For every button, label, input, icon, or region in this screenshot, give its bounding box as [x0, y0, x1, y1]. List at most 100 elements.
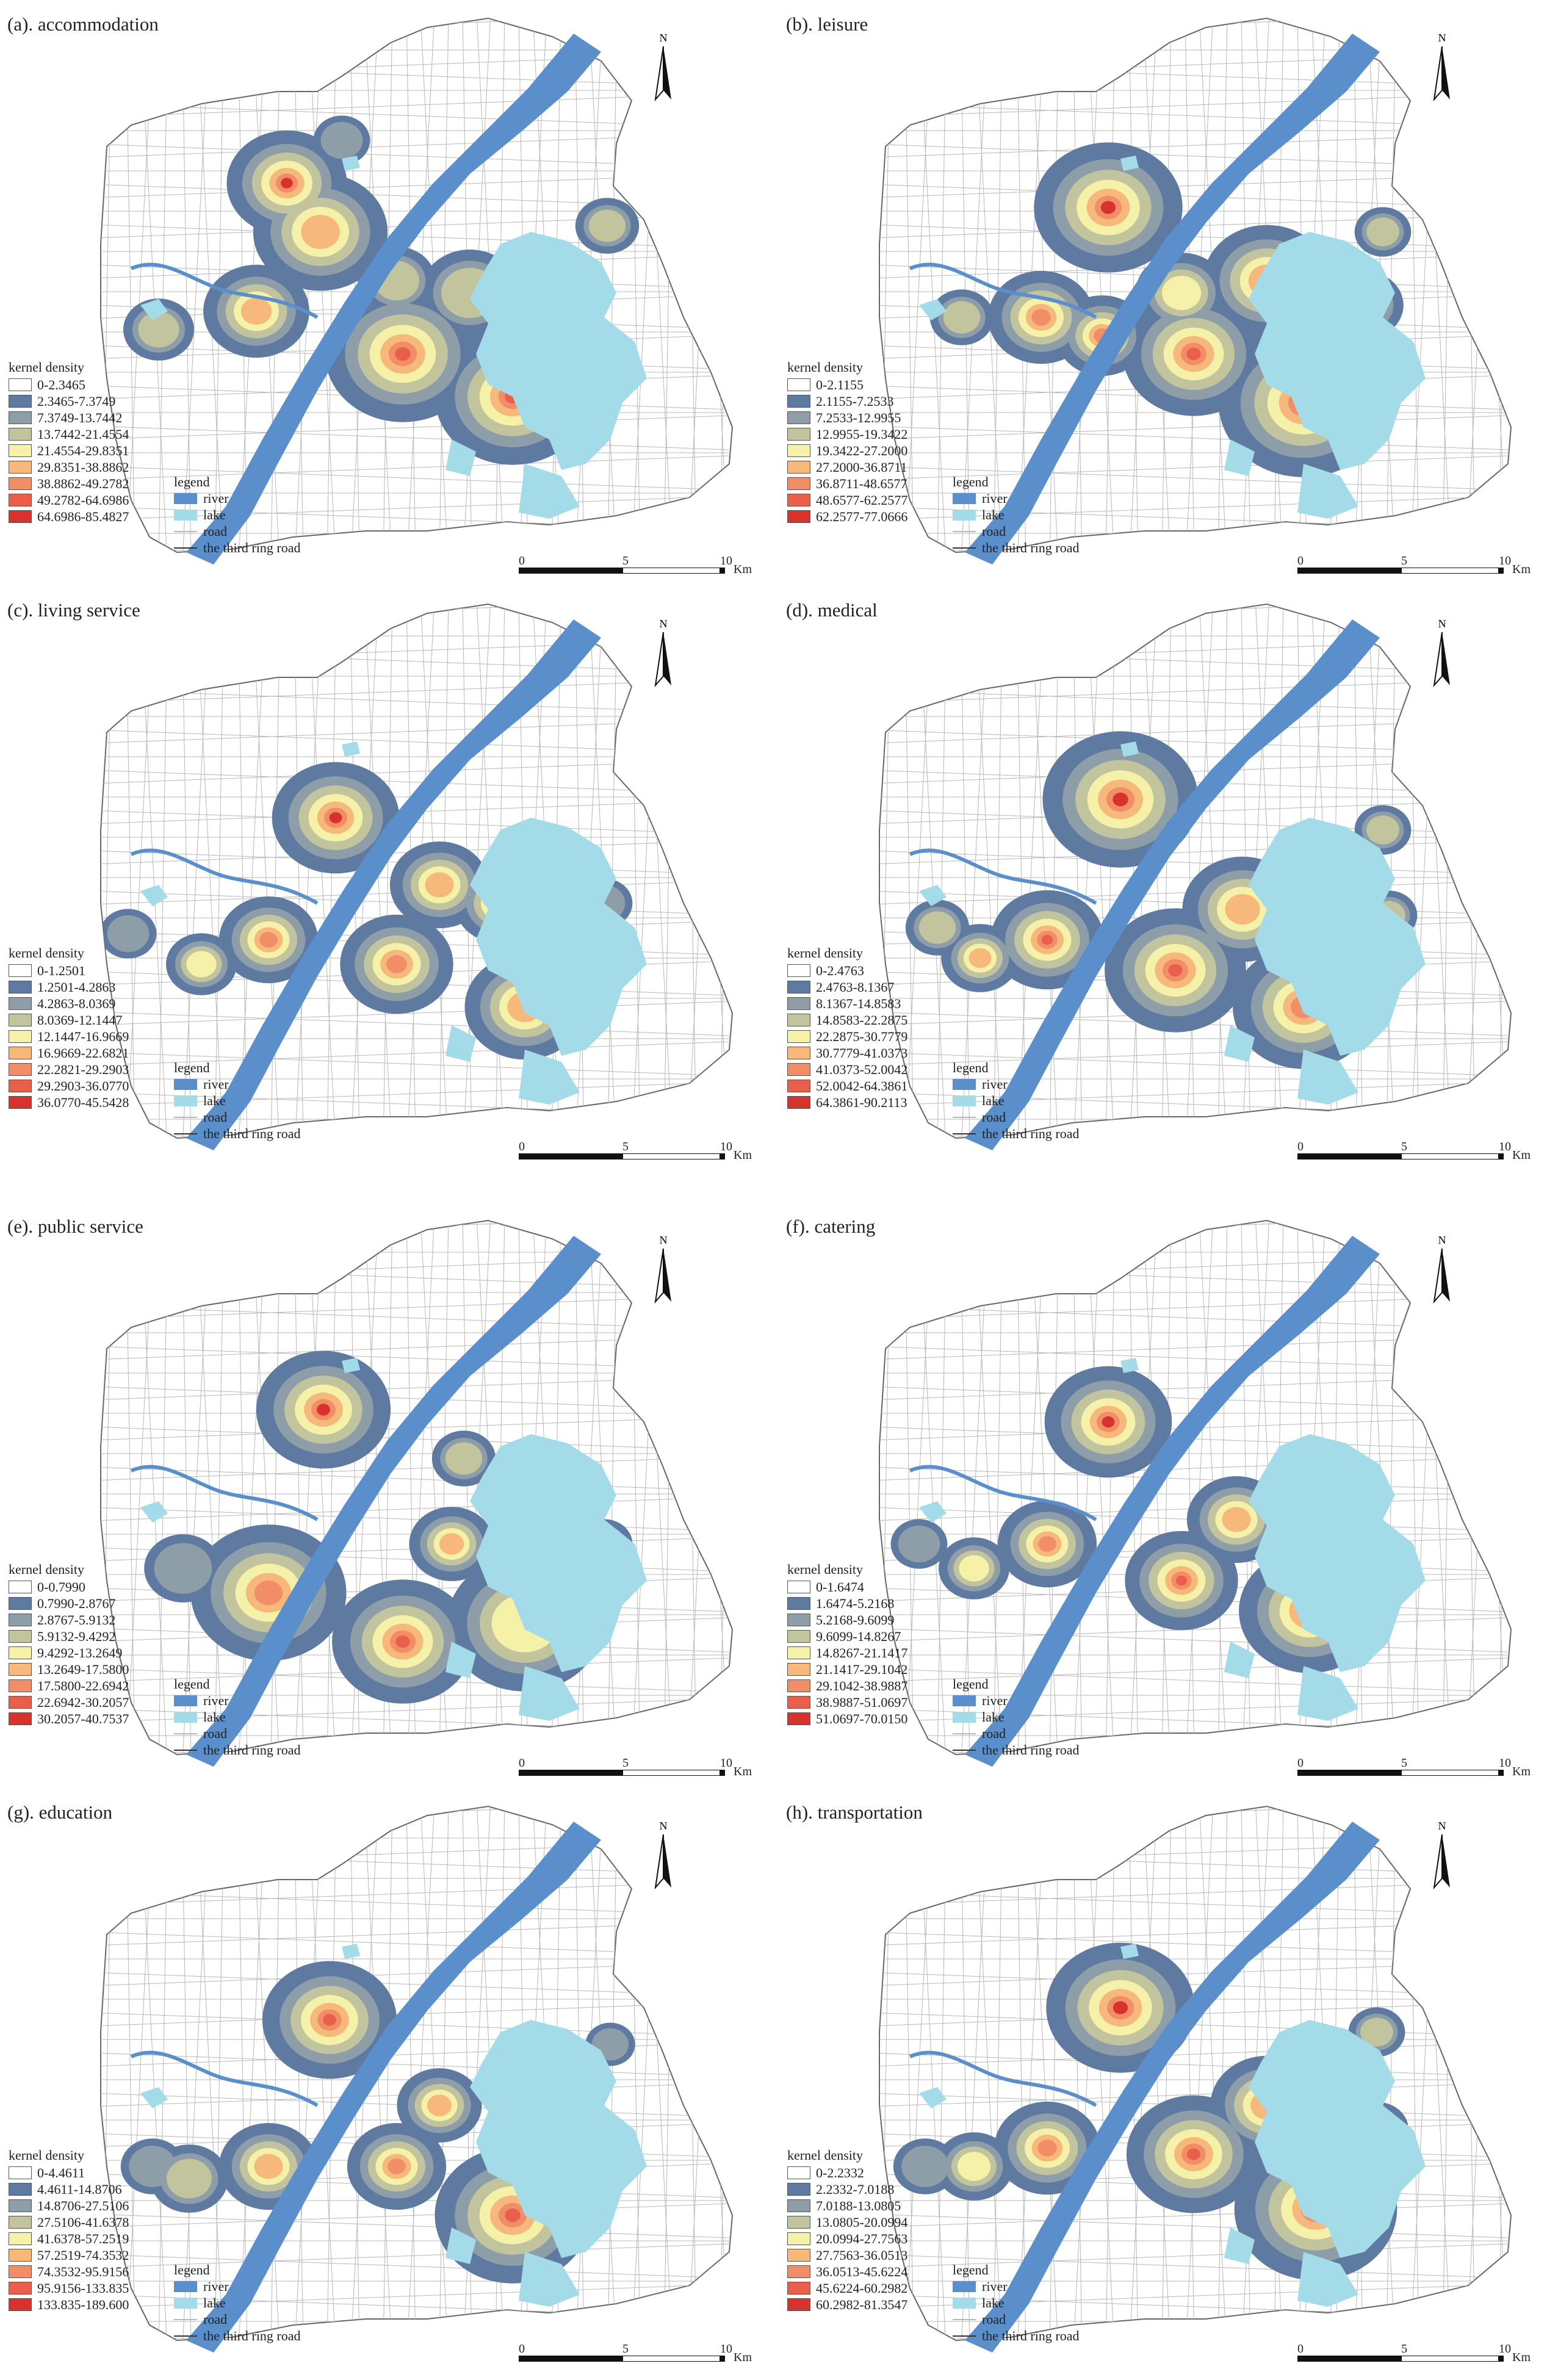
legend-class: 21.1417-29.1042 [787, 1661, 907, 1678]
density-contour [1175, 1575, 1188, 1586]
scale-label: 10 [720, 2342, 732, 2356]
scale-label: 0 [1297, 1140, 1304, 1153]
legend-class: 57.2519-74.3532 [9, 2247, 129, 2263]
lake-area [919, 1501, 947, 1523]
density-contour [138, 311, 179, 348]
map-legend-label: road [982, 524, 1006, 539]
legend-class-label: 0-2.2332 [816, 2165, 864, 2180]
density-legend: kernel density 0-1.6474 1.6474-5.2168 5.216… [787, 1561, 907, 1727]
legend-class: 30.2057-40.7537 [9, 1711, 129, 1727]
lake-area [1224, 1025, 1255, 1062]
legend-class-label: 29.1042-38.9887 [816, 1678, 908, 1693]
legend-class: 60.2982-81.3547 [787, 2296, 907, 2313]
legend-class: 1.6474-5.2168 [787, 1595, 907, 1612]
lake-area [342, 1944, 360, 1959]
legend-swatch [9, 981, 32, 993]
scale-segment [1297, 1770, 1401, 1776]
legend-swatch [787, 2166, 810, 2179]
legend-class: 9.4292-13.2649 [9, 1645, 129, 1661]
legend-class: 13.0805-20.0994 [787, 2214, 907, 2230]
road-line [174, 1116, 197, 1118]
panel-title: (h). transportation [786, 1801, 923, 1823]
road-line [174, 530, 197, 532]
panel-title: (d). medical [786, 599, 878, 621]
legend-class-label: 22.2821-29.2903 [37, 1062, 129, 1077]
legend-swatch [9, 1597, 32, 1610]
density-contour [959, 1555, 989, 1582]
river [186, 1822, 601, 2353]
density-contour [240, 297, 272, 325]
legend-swatch [9, 2232, 32, 2245]
legend-class-label: 0.7990-2.8767 [37, 1596, 116, 1611]
density-contour [254, 1580, 283, 1606]
scale-label: 0 [519, 1140, 525, 1153]
legend-swatch [787, 1679, 810, 1692]
density-contour [1186, 347, 1201, 361]
legend-class: 0-1.2501 [9, 962, 129, 979]
legend-class: 14.8706-27.5106 [9, 2198, 129, 2214]
map-legend-label: road [982, 2312, 1006, 2327]
map-legend-item: the third ring road [174, 2328, 300, 2344]
map-legend-item: lake [953, 2295, 1079, 2311]
lake-area [140, 299, 168, 320]
map-legend-item: lake [174, 2295, 300, 2311]
map-legend-item: lake [953, 1709, 1079, 1725]
legend-class: 49.2782-64.6986 [9, 492, 129, 508]
density-contour [129, 2146, 176, 2187]
river-swatch [953, 1078, 976, 1090]
legend-title: kernel density [787, 1562, 864, 1577]
scale-label: 10 [720, 554, 732, 568]
map-legend: legend river lake road the third ring road [953, 1059, 1079, 1142]
legend-class-label: 0-4.4611 [37, 2165, 85, 2180]
north-label: N [1438, 1234, 1446, 1246]
legend-class: 27.5106-41.6378 [9, 2214, 129, 2230]
legend-class-label: 12.1447-16.9669 [37, 1029, 129, 1044]
legend-class: 0-4.4611 [9, 2165, 129, 2181]
legend-class-label: 17.5800-22.6942 [37, 1678, 129, 1693]
map-legend-label: road [203, 1726, 228, 1741]
legend-swatch [9, 444, 32, 457]
legend-class: 45.6224-60.2982 [787, 2280, 907, 2296]
lake-area [1120, 741, 1139, 757]
north-arrow-icon: N [642, 1231, 685, 1311]
legend-class-label: 0-1.2501 [37, 963, 85, 978]
kernel-density-surface [123, 115, 640, 465]
scale-segment [622, 1770, 720, 1776]
scale-label: 5 [1401, 1756, 1407, 1770]
scale-segment [720, 1770, 725, 1776]
legend-class-label: 13.7442-21.4554 [37, 427, 129, 442]
legend-class-label: 36.8711-48.6577 [816, 476, 907, 491]
legend-swatch [9, 2216, 32, 2229]
lake-area [1297, 1050, 1358, 1105]
scale-label: Km [734, 563, 752, 576]
legend-class-label: 9.6099-14.8267 [816, 1629, 901, 1644]
lake-swatch [953, 1095, 976, 1106]
legend-swatch [787, 2265, 810, 2278]
legend-class: 4.2863-8.0369 [9, 995, 129, 1012]
scale-label: 10 [1499, 1140, 1511, 1153]
legend-swatch [9, 1096, 32, 1109]
density-legend: kernel density 0-2.4763 2.4763-8.1367 8.136… [787, 945, 907, 1111]
lake-swatch [953, 1711, 976, 1723]
legend-class: 2.1155-7.2533 [787, 393, 907, 409]
legend-class: 0-2.1155 [787, 377, 907, 393]
lake-area [445, 439, 476, 476]
legend-class: 5.9132-9.4292 [9, 1628, 129, 1645]
density-contour [957, 2152, 991, 2181]
legend-class-label: 22.6942-30.2057 [37, 1695, 129, 1710]
legend-class: 7.2533-12.9955 [787, 409, 907, 426]
lake-area [140, 1501, 168, 1523]
panel-title: (e). public service [7, 1216, 143, 1237]
legend-class: 13.2649-17.5800 [9, 1661, 129, 1678]
legend-class-label: 12.9955-19.3422 [816, 427, 908, 442]
river [965, 1236, 1380, 1767]
legend-class: 41.6378-57.2519 [9, 2230, 129, 2247]
legend-swatch [787, 1030, 810, 1043]
density-contour [898, 1525, 940, 1563]
density-contour [1366, 815, 1399, 845]
legend-class: 0-1.6474 [787, 1579, 907, 1595]
density-contour [1113, 2001, 1128, 2014]
legend-swatch [9, 1630, 32, 1643]
density-legend: kernel density 0-0.7990 0.7990-2.8767 2.876… [9, 1561, 129, 1727]
